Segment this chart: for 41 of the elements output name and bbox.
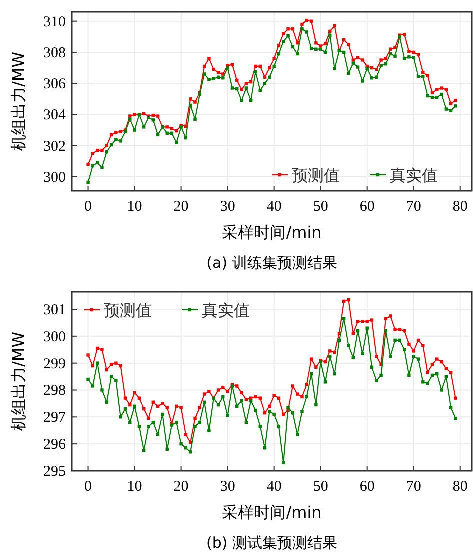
y-tick-label: 301 xyxy=(44,302,66,318)
y-tick-label: 296 xyxy=(44,437,66,454)
y-tick-label: 300 xyxy=(44,170,66,186)
x-tick-label: 70 xyxy=(406,479,422,495)
x-tick-label: 0 xyxy=(84,479,92,495)
legend-label: 预测值 xyxy=(292,166,340,185)
x-tick-label: 10 xyxy=(127,479,142,495)
x-tick-label: 40 xyxy=(266,199,282,215)
x-tick-label: 60 xyxy=(360,199,375,215)
y-tick-label: 299 xyxy=(44,356,66,372)
y-tick-label: 300 xyxy=(44,329,66,346)
y-tick-label: 310 xyxy=(44,14,66,30)
y-tick-label: 306 xyxy=(44,76,66,93)
text: (a) 训练集预测结果 xyxy=(206,254,338,272)
x-tick-label: 10 xyxy=(127,199,142,215)
x-tick-label: 30 xyxy=(220,199,236,215)
x-axis-title: 采样时间/min xyxy=(222,223,322,242)
y-axis-title: 机组出力/MW xyxy=(9,52,28,152)
y-axis-title: 机组出力/MW xyxy=(9,332,28,432)
text: (b) 测试集预测结果 xyxy=(206,534,338,552)
y-tick-label: 304 xyxy=(44,108,66,124)
x-tick-label: 80 xyxy=(452,199,468,215)
x-tick-label: 80 xyxy=(452,479,468,495)
x-axis-title: 采样时间/min xyxy=(222,503,322,522)
y-tick-label: 298 xyxy=(44,383,66,400)
legend-label: 预测值 xyxy=(104,301,152,320)
x-tick-label: 40 xyxy=(266,479,282,495)
legend-label: 真实值 xyxy=(202,301,250,320)
x-tick-label: 50 xyxy=(313,479,328,495)
x-tick-label: 50 xyxy=(313,199,328,215)
x-tick-label: 60 xyxy=(360,479,375,495)
x-tick-label: 0 xyxy=(84,199,92,215)
x-tick-label: 20 xyxy=(174,199,189,215)
x-tick-label: 20 xyxy=(174,479,189,495)
x-tick-label: 30 xyxy=(220,479,236,495)
y-tick-label: 297 xyxy=(44,410,66,426)
y-tick-label: 302 xyxy=(44,138,66,155)
y-tick-label: 308 xyxy=(44,45,66,62)
legend-label: 真实值 xyxy=(390,166,438,185)
x-tick-label: 70 xyxy=(406,199,422,215)
y-tick-label: 295 xyxy=(44,464,66,480)
